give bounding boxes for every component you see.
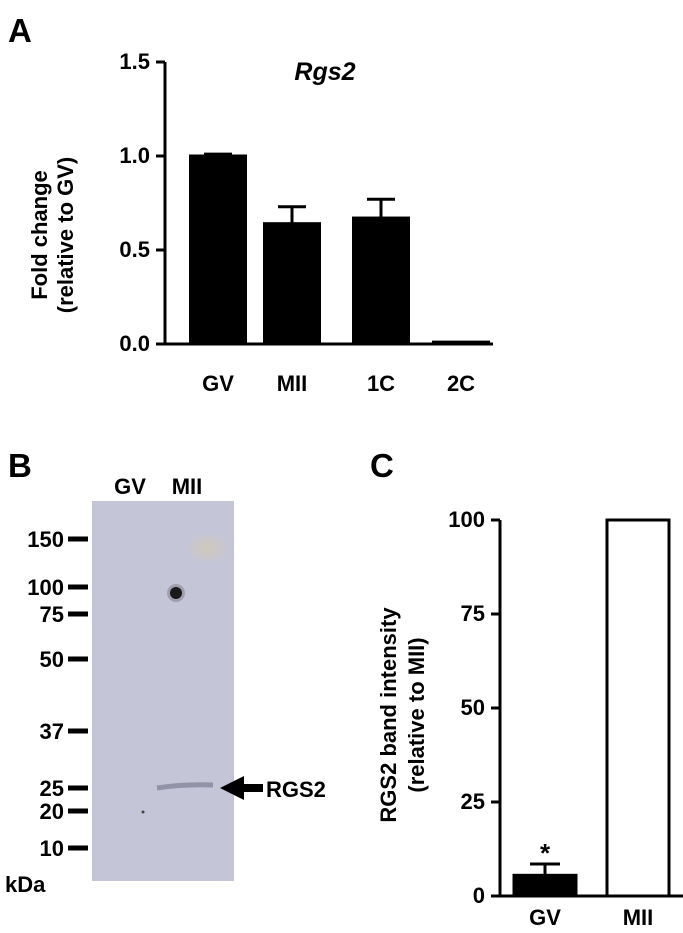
rgs2-band-label: RGS2 [266, 777, 326, 802]
panel-c-significance-mark: * [540, 838, 551, 868]
panel-a-xtick-label: 1C [367, 371, 395, 396]
marker-tick-10 [68, 845, 88, 851]
panel-a-bar-2c [432, 340, 490, 346]
panel-c-ylabel-line2: (relative to MII) [404, 637, 429, 792]
panel-c-ytick-label: 25 [461, 789, 485, 814]
panel-c-ytick-label: 50 [461, 695, 485, 720]
panel-a-ytick-label: 0.5 [119, 237, 150, 262]
panel-a-chart: 0.0 0.5 1.0 1.5 GV MII 1C 2C [119, 49, 493, 396]
panel-c-xtick-label: GV [529, 905, 561, 930]
panel-c-ytick-label: 100 [448, 507, 485, 532]
panel-c-chart: 0 25 50 75 100 GV * MII [448, 507, 683, 930]
marker-label-20: 20 [40, 799, 64, 824]
panel-c-xtick-label: MII [623, 905, 654, 930]
panel-a-title: Rgs2 [294, 58, 355, 86]
panel-a-xtick-label: 2C [447, 371, 475, 396]
marker-label-100: 100 [27, 575, 64, 600]
marker-tick-75 [68, 611, 88, 617]
marker-label-10: 10 [40, 836, 64, 861]
panel-a-ylabel-line1: Fold change [27, 170, 52, 300]
panel-c-ytick-label: 75 [461, 601, 485, 626]
marker-tick-100 [68, 584, 88, 590]
marker-tick-20 [68, 808, 88, 814]
marker-tick-150 [68, 536, 88, 542]
rgs2-arrow [220, 776, 263, 800]
lane-label-mii: MII [172, 474, 203, 499]
marker-tick-50 [68, 656, 88, 662]
panel-a-ytick-label: 0.0 [119, 331, 150, 356]
panel-a-ylabel-line2: (relative to GV) [53, 157, 78, 313]
marker-tick-37 [68, 728, 88, 734]
blot-stain [186, 532, 230, 564]
kda-label: kDa [5, 872, 46, 897]
panel-a-xtick-label: MII [277, 371, 308, 396]
western-blot [92, 501, 234, 881]
panel-c-ytick-label: 0 [473, 883, 485, 908]
panel-c-bar-gv [512, 873, 578, 898]
panel-a-ytick-label: 1.5 [119, 49, 150, 74]
panel-a-bar-gv [189, 154, 247, 346]
blot-membrane [92, 501, 234, 881]
panel-a-bar-mii [263, 222, 321, 346]
blot-dot-artifact [170, 587, 182, 599]
panel-a-ytick-label: 1.0 [119, 143, 150, 168]
lane-label-gv: GV [114, 474, 146, 499]
panel-c-ylabel-line1: RGS2 band intensity [376, 607, 401, 823]
marker-label-37: 37 [40, 719, 64, 744]
marker-label-25: 25 [40, 776, 64, 801]
panel-b-letter: B [8, 447, 32, 484]
panel-a-bar-1c [352, 216, 410, 346]
marker-label-50: 50 [40, 647, 64, 672]
rgs2-band [156, 782, 214, 791]
marker-label-150: 150 [27, 527, 64, 552]
panel-a-xtick-label: GV [202, 371, 234, 396]
panel-c-bar-mii [605, 518, 671, 898]
panel-a-letter: A [8, 12, 32, 49]
panel-c-letter: C [370, 447, 394, 484]
marker-label-75: 75 [40, 602, 64, 627]
marker-tick-25 [68, 785, 88, 791]
